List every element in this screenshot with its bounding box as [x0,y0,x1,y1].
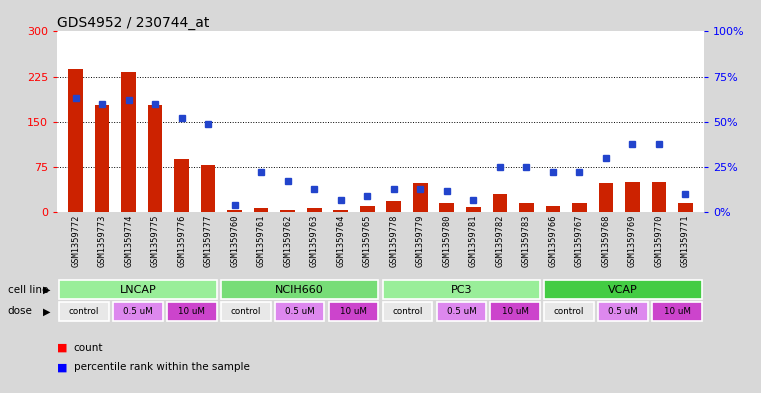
Bar [68,69,83,212]
Bar [59,280,217,299]
Text: GSM1359772: GSM1359772 [71,214,80,267]
Text: GSM1359782: GSM1359782 [495,214,505,267]
Bar [329,302,378,321]
Bar [167,302,217,321]
Bar [254,208,269,212]
Bar [221,302,271,321]
Text: 10 uM: 10 uM [501,307,529,316]
Bar [437,302,486,321]
Text: GSM1359762: GSM1359762 [283,214,292,267]
Bar [490,302,540,321]
Bar [95,105,110,212]
Bar [148,105,162,212]
Text: cell line: cell line [8,285,48,295]
Text: GSM1359766: GSM1359766 [549,214,557,267]
Text: GSM1359778: GSM1359778 [390,214,398,267]
Text: GSM1359760: GSM1359760 [230,214,239,267]
Text: GSM1359779: GSM1359779 [416,214,425,267]
Text: 0.5 uM: 0.5 uM [447,307,476,316]
Text: GSM1359776: GSM1359776 [177,214,186,267]
Bar [598,302,648,321]
Text: GSM1359771: GSM1359771 [681,214,690,267]
Bar [492,194,507,212]
Bar [440,203,454,212]
Text: dose: dose [8,307,33,316]
Text: GSM1359769: GSM1359769 [628,214,637,267]
Text: control: control [68,307,99,316]
Bar [280,210,295,212]
Text: GSM1359774: GSM1359774 [124,214,133,267]
Text: 0.5 uM: 0.5 uM [123,307,153,316]
Text: NCIH660: NCIH660 [275,285,324,295]
Bar [121,72,136,212]
Bar [651,182,666,212]
Bar [228,210,242,212]
Text: GSM1359764: GSM1359764 [336,214,345,267]
Text: GSM1359768: GSM1359768 [601,214,610,267]
Text: 0.5 uM: 0.5 uM [285,307,314,316]
Text: GSM1359777: GSM1359777 [204,214,212,267]
Bar [59,302,109,321]
Text: GSM1359773: GSM1359773 [97,214,107,267]
Bar [387,201,401,212]
Bar [466,208,481,212]
Text: GSM1359767: GSM1359767 [575,214,584,267]
Bar [625,182,640,212]
Bar [544,280,702,299]
Bar [383,280,540,299]
Text: 10 uM: 10 uM [178,307,205,316]
Bar [678,202,693,212]
Text: control: control [392,307,422,316]
Text: 0.5 uM: 0.5 uM [608,307,638,316]
Bar [333,210,348,212]
Text: VCAP: VCAP [608,285,638,295]
Text: percentile rank within the sample: percentile rank within the sample [74,362,250,373]
Text: ■: ■ [57,362,68,373]
Bar [519,203,533,212]
Text: GSM1359765: GSM1359765 [363,214,371,267]
Text: GSM1359783: GSM1359783 [522,214,531,267]
Text: count: count [74,343,103,353]
Bar [544,302,594,321]
Text: PC3: PC3 [451,285,472,295]
Bar [201,165,215,212]
Bar [174,159,189,212]
Text: GSM1359780: GSM1359780 [442,214,451,267]
Bar [113,302,163,321]
Bar [221,280,378,299]
Text: ■: ■ [57,343,68,353]
Text: control: control [231,307,261,316]
Text: ▶: ▶ [43,307,51,316]
Bar [307,208,321,212]
Text: GSM1359761: GSM1359761 [256,214,266,267]
Text: ▶: ▶ [43,285,51,295]
Text: GSM1359775: GSM1359775 [151,214,160,267]
Text: GDS4952 / 230744_at: GDS4952 / 230744_at [57,17,209,30]
Text: LNCAP: LNCAP [119,285,156,295]
Text: GSM1359781: GSM1359781 [469,214,478,267]
Bar [413,183,428,212]
Bar [383,302,432,321]
Bar [572,202,587,212]
Text: GSM1359770: GSM1359770 [654,214,664,267]
Text: GSM1359763: GSM1359763 [310,214,319,267]
Text: 10 uM: 10 uM [664,307,690,316]
Text: control: control [554,307,584,316]
Bar [275,302,324,321]
Text: 10 uM: 10 uM [340,307,367,316]
Bar [599,183,613,212]
Bar [546,206,560,212]
Bar [652,302,702,321]
Bar [360,206,374,212]
